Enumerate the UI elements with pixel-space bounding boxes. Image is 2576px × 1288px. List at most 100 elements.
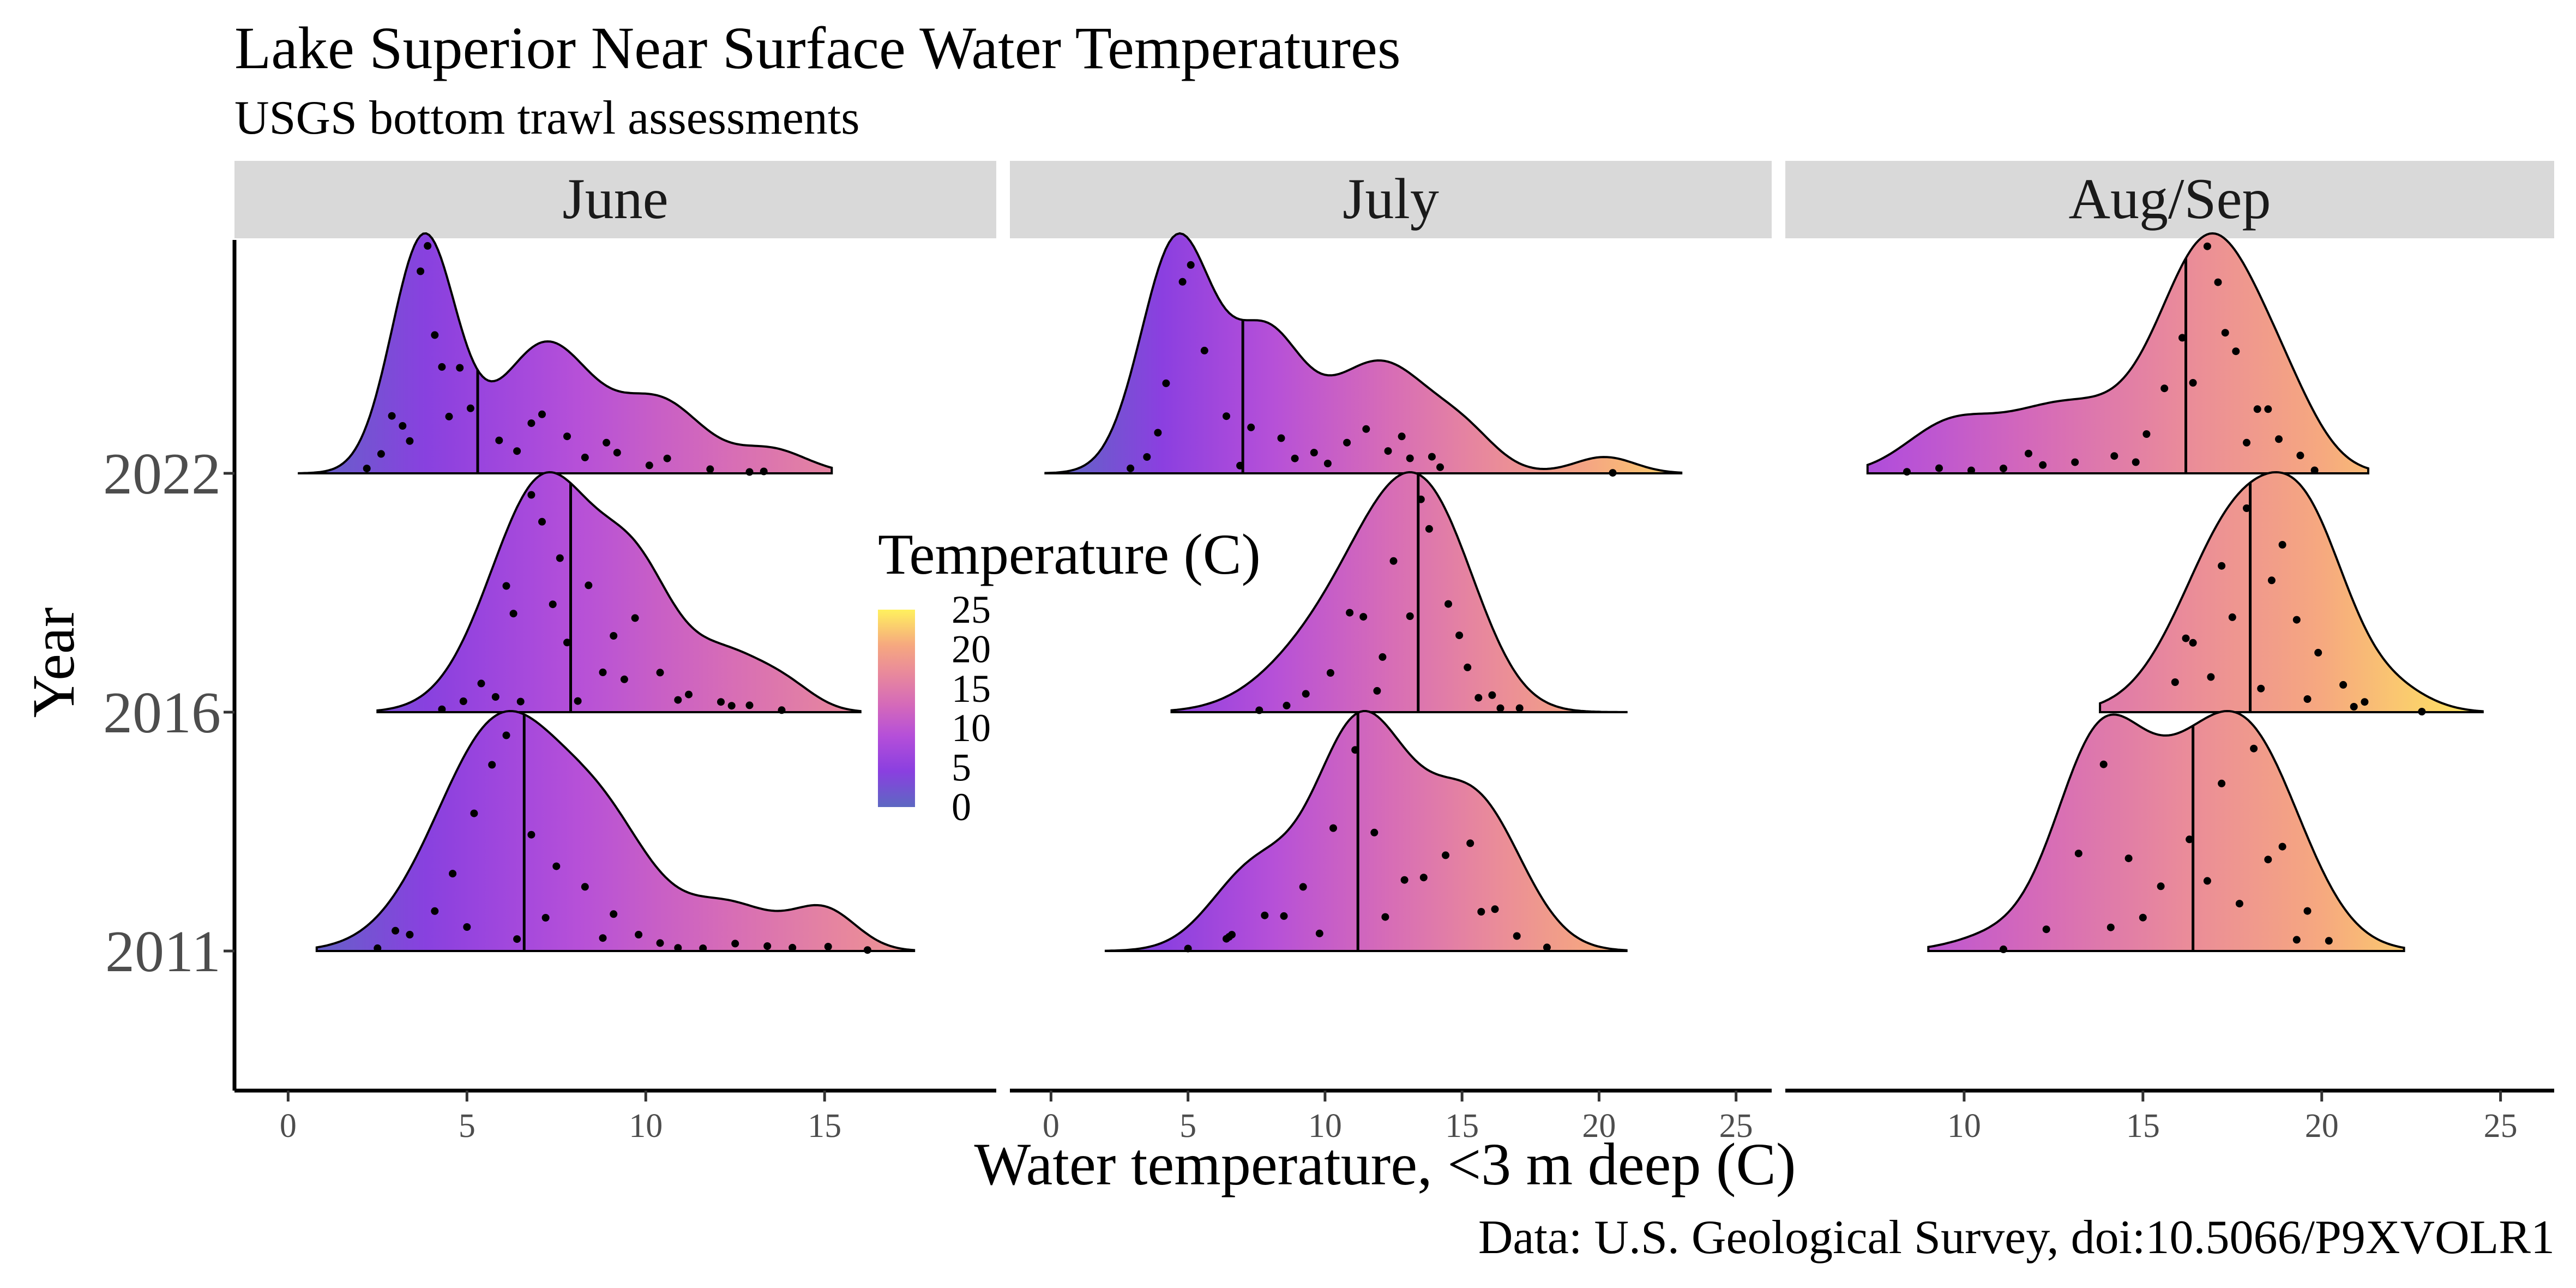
data-point: [1261, 911, 1269, 919]
data-point: [2325, 937, 2333, 945]
data-point: [581, 883, 589, 891]
data-point: [603, 438, 611, 447]
data-point: [1200, 346, 1208, 354]
data-point: [1400, 876, 1409, 884]
strip-july: [1010, 161, 1772, 238]
data-point: [2264, 405, 2272, 413]
ridge-aug-sep-2011: [1927, 709, 2405, 952]
data-point: [2235, 900, 2243, 908]
data-point: [2207, 673, 2215, 681]
data-point: [1362, 425, 1370, 433]
data-point: [2142, 430, 2151, 438]
data-point: [610, 632, 618, 640]
x-tick-label: 10: [1947, 1108, 1981, 1145]
data-point: [824, 943, 832, 950]
panel-aug-sep: Aug/Sep 10 15 20 25: [1785, 161, 2554, 1145]
y-axis-tick-2022: 2022: [103, 442, 221, 507]
data-point: [1398, 432, 1406, 441]
ridge-july-2011: [1104, 710, 1628, 952]
data-point: [1225, 933, 1233, 941]
data-point: [1474, 694, 1483, 702]
data-point: [574, 697, 582, 705]
data-point: [527, 419, 535, 428]
data-point: [1299, 883, 1307, 891]
data-point: [2099, 760, 2108, 768]
data-point: [1513, 932, 1521, 940]
strip-label-june: June: [562, 167, 668, 231]
y-axis-title: Year: [20, 607, 87, 718]
data-point: [2243, 504, 2250, 512]
data-point: [1384, 447, 1392, 455]
data-point: [541, 914, 550, 922]
x-tick-label: 0: [280, 1108, 297, 1145]
data-point: [763, 942, 772, 950]
data-point: [463, 923, 471, 931]
data-point: [2310, 466, 2319, 474]
data-point: [863, 946, 871, 954]
x-tick-label: 15: [1445, 1108, 1479, 1145]
data-point: [2074, 850, 2083, 858]
data-point: [491, 693, 499, 701]
data-point: [1442, 851, 1449, 859]
data-point: [645, 461, 653, 470]
data-point: [2264, 856, 2272, 864]
data-point: [1428, 453, 1436, 461]
strip-june: [234, 161, 996, 238]
legend-title: Temperature (C): [878, 522, 1261, 586]
data-point: [449, 870, 457, 878]
data-point: [656, 669, 664, 677]
data-point: [1379, 653, 1387, 661]
x-tick-label: 10: [1308, 1108, 1342, 1145]
legend-colorbar: [878, 610, 915, 807]
data-point: [1370, 828, 1379, 836]
data-point: [1967, 466, 1975, 474]
x-axis-title: Water temperature, <3 m deep (C): [974, 1131, 1796, 1197]
data-point: [1381, 913, 1389, 921]
data-point: [1455, 631, 1464, 640]
data-point: [2418, 708, 2426, 715]
data-point: [1445, 600, 1452, 608]
x-tick-label: 10: [629, 1108, 663, 1145]
data-point: [2203, 242, 2211, 250]
ridge-july-2016: [1170, 471, 1628, 713]
data-point: [1277, 434, 1285, 442]
data-point: [656, 939, 664, 947]
data-point: [1488, 691, 1496, 699]
data-point: [1406, 612, 1414, 620]
data-point: [1406, 454, 1414, 462]
ridge-june-2016: [376, 471, 862, 713]
data-point: [516, 697, 525, 706]
x-tick-label: 15: [2126, 1108, 2160, 1145]
data-point: [527, 491, 535, 499]
data-point: [2253, 405, 2261, 413]
data-point: [2350, 703, 2358, 711]
ridge-june-2011: [315, 709, 916, 952]
data-point: [477, 679, 485, 688]
data-point: [502, 582, 510, 590]
data-point: [2221, 329, 2229, 337]
data-point: [2039, 461, 2047, 469]
data-point: [2314, 648, 2322, 657]
data-point: [1425, 525, 1433, 533]
data-point: [417, 267, 425, 275]
data-point: [374, 944, 382, 952]
data-point: [1903, 468, 1911, 476]
data-point: [1464, 663, 1472, 671]
data-point: [2110, 452, 2118, 460]
data-point: [563, 639, 571, 647]
data-point: [406, 931, 414, 938]
data-point: [1280, 912, 1288, 920]
data-point: [2189, 379, 2197, 387]
data-point: [1329, 824, 1337, 832]
strip-aug-sep: [1785, 161, 2554, 238]
data-point: [549, 600, 557, 609]
data-point: [1291, 454, 1299, 462]
data-point: [778, 706, 786, 714]
data-point: [1543, 943, 1551, 952]
data-point: [1315, 929, 1323, 937]
data-point: [745, 701, 754, 709]
data-point: [438, 363, 446, 371]
data-point: [2182, 634, 2190, 642]
